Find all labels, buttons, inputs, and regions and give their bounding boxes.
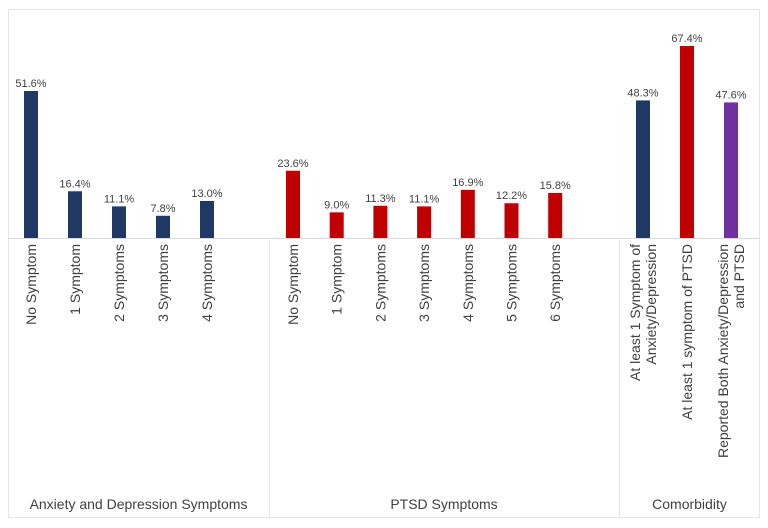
data-label: 11.1% — [409, 193, 440, 205]
data-label: 51.6% — [15, 78, 46, 90]
data-label: 11.3% — [365, 193, 396, 205]
category-label: 2 Symptoms — [111, 244, 127, 322]
data-label: 13.0% — [191, 188, 222, 200]
bar — [373, 205, 388, 238]
category-label: 4 Symptoms — [460, 244, 476, 322]
data-label: 12.2% — [496, 190, 527, 202]
bar — [724, 102, 738, 238]
data-label: 9.0% — [324, 199, 349, 211]
category-label: At least 1 symptom of PTSD — [679, 244, 695, 420]
data-label: 47.6% — [715, 89, 746, 101]
bar — [329, 212, 344, 238]
bar — [417, 206, 432, 238]
data-label: 7.8% — [150, 203, 175, 215]
bar — [636, 100, 650, 239]
category-label: 6 Symptoms — [547, 244, 563, 322]
bar — [24, 91, 38, 238]
group-label: Anxiety and Depression Symptoms — [30, 496, 248, 512]
category-label: 1 Symptom — [329, 244, 345, 315]
category-label: Anxiety/Depression — [643, 244, 659, 365]
data-label: 11.1% — [104, 193, 135, 205]
bars-layer — [8, 46, 760, 517]
bar — [548, 192, 563, 238]
category-label: Reported Both Anxiety/Depression — [715, 244, 731, 458]
plot-frame — [8, 9, 760, 518]
category-label: 3 Symptoms — [155, 244, 171, 322]
bar — [680, 46, 694, 238]
category-label: and PTSD — [731, 244, 747, 309]
data-label: 67.4% — [671, 33, 702, 45]
bar — [504, 203, 519, 238]
data-label: 16.4% — [59, 178, 90, 190]
category-label: 5 Symptoms — [504, 244, 520, 322]
labels-layer: Anxiety and Depression Symptoms 51.6% No S… — [15, 33, 747, 512]
bar — [200, 200, 214, 238]
bar — [460, 189, 475, 238]
data-label: 16.9% — [452, 177, 483, 189]
bar — [112, 206, 126, 238]
data-label: 48.3% — [627, 87, 658, 99]
bar — [156, 215, 170, 238]
category-label: 3 Symptoms — [416, 244, 432, 322]
data-label: 23.6% — [277, 158, 308, 170]
bar — [68, 191, 82, 238]
category-label: No Symptom — [23, 244, 39, 325]
bar — [286, 170, 300, 238]
category-label: 4 Symptoms — [199, 244, 215, 322]
group-label: PTSD Symptoms — [390, 496, 497, 512]
group-label: Comorbidity — [652, 496, 727, 512]
data-label: 15.8% — [540, 180, 571, 192]
category-label: No Symptom — [285, 244, 301, 325]
category-label: 1 Symptom — [67, 244, 83, 315]
category-label: At least 1 Symptom of — [627, 244, 643, 381]
category-label: 2 Symptoms — [372, 244, 388, 322]
